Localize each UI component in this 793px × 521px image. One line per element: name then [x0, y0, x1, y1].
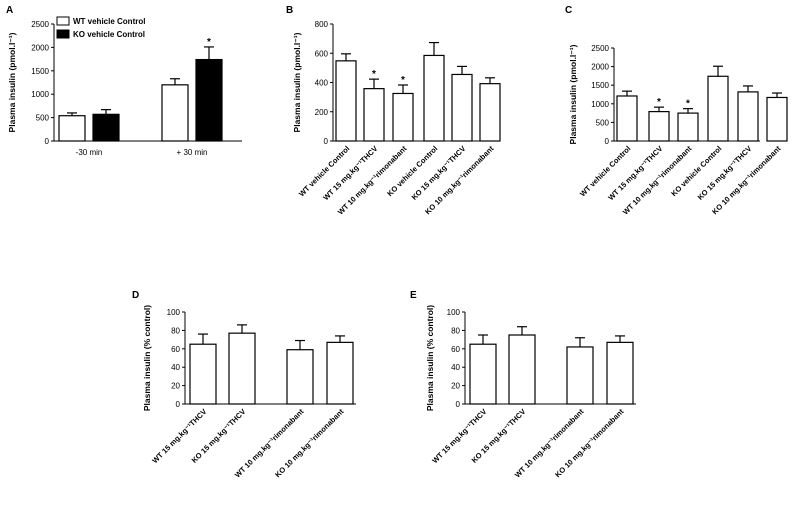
x-category-label: WT 10 mg.kg⁻¹rimonabant: [233, 407, 306, 480]
bar: [451, 73, 473, 142]
bar: [606, 341, 634, 405]
bar: [469, 343, 497, 405]
bar: [707, 75, 729, 142]
y-tick-label: 2000: [591, 63, 609, 72]
y-tick-label: 20: [171, 382, 180, 391]
y-tick-label: 0: [45, 137, 50, 146]
y-tick-label: 400: [315, 79, 329, 88]
y-tick-label: 2500: [591, 44, 609, 53]
bar: [335, 60, 357, 142]
bar: [161, 84, 189, 142]
y-tick-label: 2000: [31, 43, 49, 52]
x-category-label: KO vehicle Control: [669, 144, 723, 198]
y-tick-label: 1000: [591, 100, 609, 109]
y-tick-label: 0: [605, 137, 610, 146]
y-axis-title: Plasma insulin (pmol.l⁻¹): [292, 32, 302, 132]
y-tick-label: 500: [596, 118, 610, 127]
y-tick-label: 0: [456, 400, 461, 409]
y-tick-label: 0: [176, 400, 181, 409]
bar: [737, 91, 759, 142]
y-axis-title: Plasma insulin (% control): [142, 305, 152, 411]
x-category-label: WT 15 mg.kg⁻¹THCV: [321, 144, 379, 202]
y-tick-label: 80: [451, 326, 460, 335]
panel-letter: E: [410, 290, 417, 301]
y-tick-label: 60: [171, 345, 180, 354]
y-tick-label: 500: [36, 114, 50, 123]
y-tick-label: 20: [451, 382, 460, 391]
y-tick-label: 1000: [31, 90, 49, 99]
y-tick-label: 200: [315, 108, 329, 117]
y-tick-label: 100: [447, 308, 461, 317]
y-tick-label: 60: [451, 345, 460, 354]
significance-mark: *: [372, 69, 376, 80]
bar: [326, 341, 354, 405]
y-axis-title: Plasma insulin (pmol.l⁻¹): [7, 32, 17, 132]
bar: [363, 88, 385, 142]
legend-label: WT vehicle Control: [73, 17, 145, 26]
y-tick-label: 2500: [31, 20, 49, 29]
bar: [479, 83, 501, 142]
panel-letter: A: [6, 5, 13, 16]
bar: [766, 96, 788, 142]
significance-mark: *: [207, 37, 211, 48]
bar: [566, 346, 594, 405]
y-tick-label: 600: [315, 49, 329, 58]
x-category-label: WT 15 mg.kg⁻¹THCV: [606, 144, 664, 202]
legend-label: KO vehicle Control: [73, 30, 145, 39]
y-tick-label: 1500: [591, 81, 609, 90]
significance-mark: *: [401, 75, 405, 86]
x-category-label: -30 min: [76, 148, 103, 157]
y-tick-label: 80: [171, 326, 180, 335]
x-category-label: KO 10 mg.kg⁻¹rimonabant: [273, 407, 346, 480]
y-tick-label: 0: [324, 137, 329, 146]
bar: [616, 95, 638, 142]
bar: [189, 343, 217, 405]
y-tick-label: 1500: [31, 67, 49, 76]
x-category-label: WT 10 mg.kg⁻¹rimonabant: [513, 407, 586, 480]
y-axis-title: Plasma insulin (pmol.l⁻¹): [568, 44, 578, 144]
bar: [286, 349, 314, 405]
bar: [677, 112, 699, 142]
x-category-label: KO 10 mg.kg⁻¹rimonabant: [553, 407, 626, 480]
panel-letter: D: [132, 290, 139, 301]
bar: [423, 54, 445, 142]
bar: [228, 332, 256, 405]
bar: [92, 113, 120, 142]
bar: [648, 111, 670, 142]
bar: [508, 334, 536, 405]
y-tick-label: 800: [315, 20, 329, 29]
x-category-label: KO 15 mg.kg⁻¹THCV: [696, 144, 754, 202]
x-category-label: + 30 min: [177, 148, 208, 157]
x-category-label: KO 15 mg.kg⁻¹THCV: [410, 144, 468, 202]
y-tick-label: 40: [451, 363, 460, 372]
legend-swatch: [56, 16, 70, 26]
y-tick-label: 40: [171, 363, 180, 372]
bar: [58, 115, 86, 142]
panel-letter: B: [286, 5, 293, 16]
bar: [392, 92, 414, 142]
legend-swatch: [56, 29, 70, 39]
y-tick-label: 100: [167, 308, 181, 317]
panel-letter: C: [565, 5, 572, 16]
significance-mark: *: [686, 99, 690, 110]
bar: [195, 58, 223, 142]
x-category-label: WT vehicle Control: [297, 144, 351, 198]
y-axis-title: Plasma insulin (% control): [425, 305, 435, 411]
significance-mark: *: [657, 97, 661, 108]
